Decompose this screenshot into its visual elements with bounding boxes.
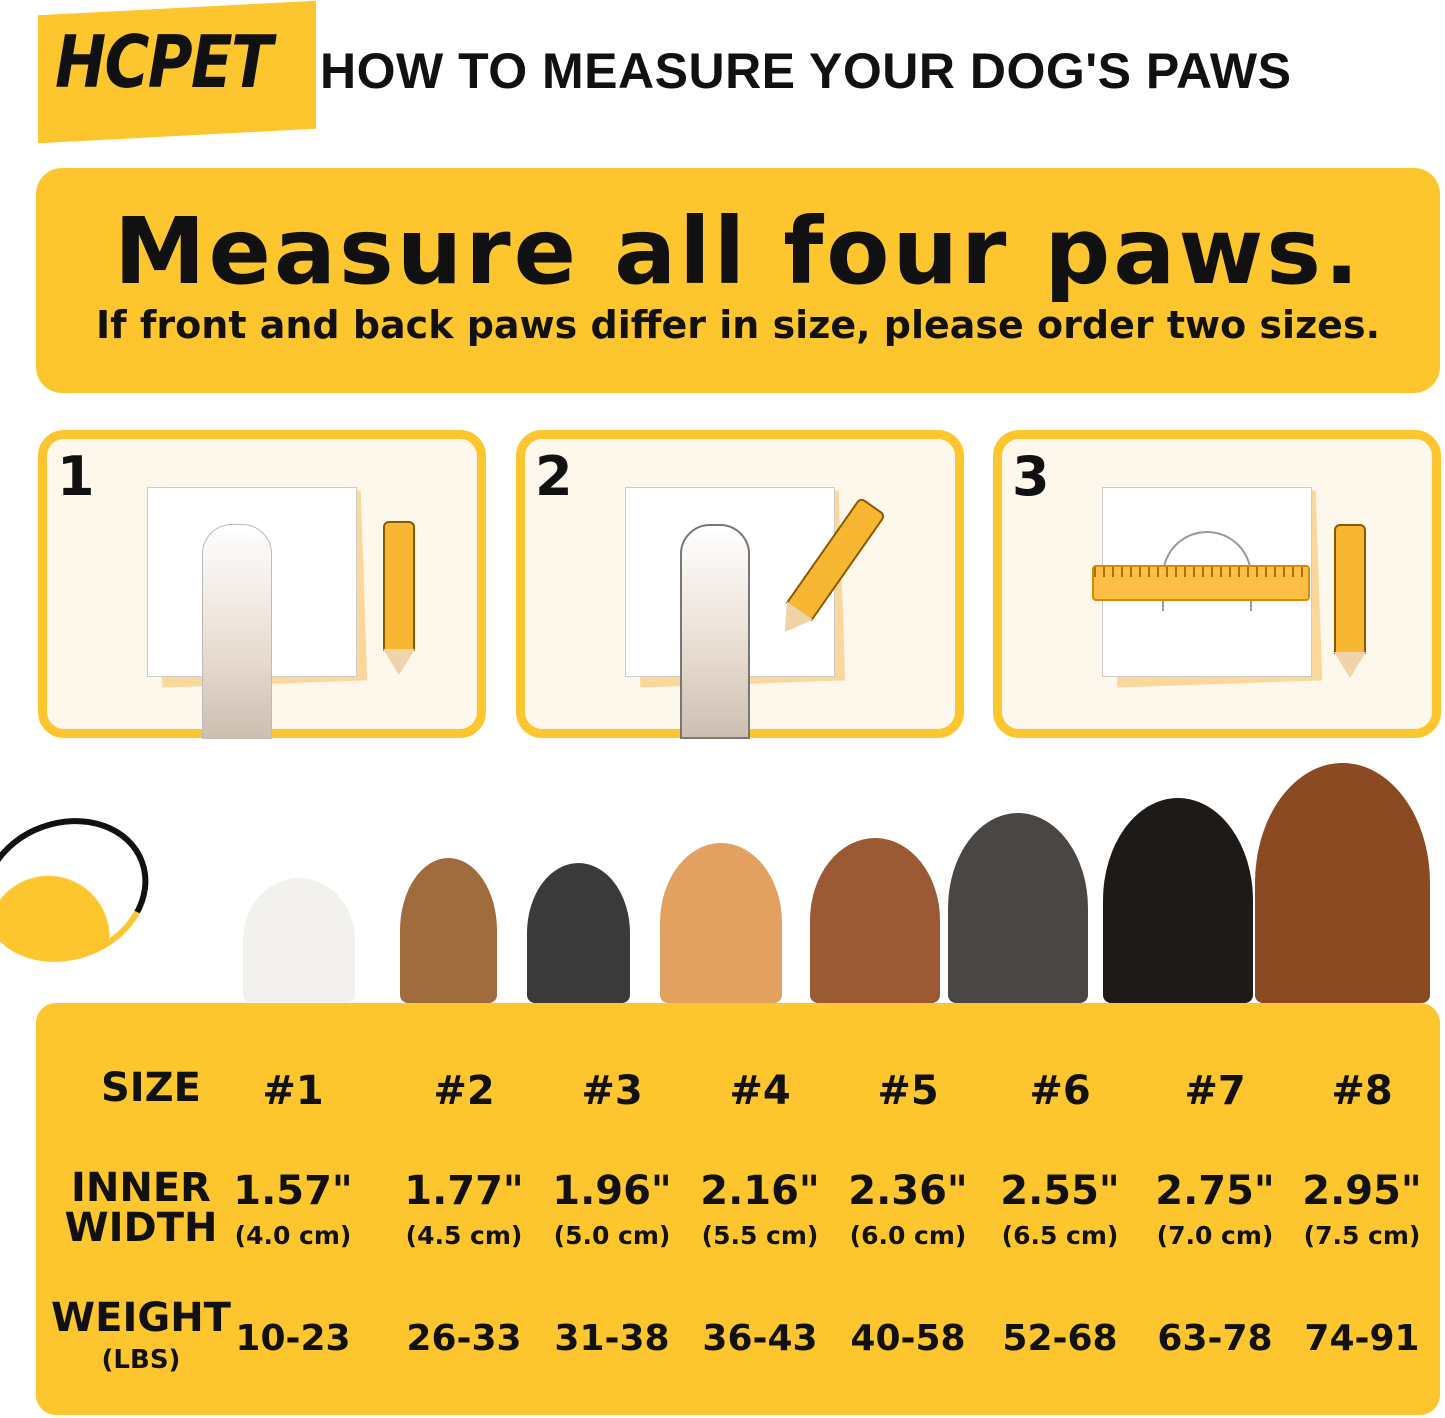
dog-rottweiler: [1103, 798, 1253, 1003]
dog-shiba: [660, 843, 782, 1003]
dog-paw-icon: [680, 524, 750, 739]
page-title: HOW TO MEASURE YOUR DOG'S PAWS: [320, 43, 1292, 99]
cell-sizes: #4: [729, 1068, 791, 1114]
step-3-panel: 3: [993, 430, 1441, 738]
weight-label: WEIGHT: [51, 1295, 231, 1341]
step-1-panel: 1: [38, 430, 486, 739]
cell-weight: 63-78: [1157, 1318, 1273, 1359]
cell-weight: 26-33: [406, 1318, 522, 1359]
dog-husky: [948, 813, 1088, 1003]
dog-yorkie: [400, 858, 497, 1003]
size-label: SIZE: [100, 1065, 202, 1111]
cell-width-cm: (7.5 cm): [1303, 1221, 1421, 1250]
cell-width-in: 2.36": [848, 1168, 968, 1214]
step-number: 1: [57, 445, 95, 508]
brand-logo: HCPET: [55, 20, 273, 104]
weight-unit: (LBS): [101, 1345, 181, 1375]
cell-sizes: #3: [581, 1068, 643, 1114]
cell-weight: 52-68: [1002, 1318, 1118, 1359]
cell-sizes: #1: [262, 1068, 324, 1114]
width-label-2: WIDTH: [64, 1205, 218, 1251]
cell-weight: 36-43: [702, 1318, 818, 1359]
instruction-banner: Measure all four paws. If front and back…: [36, 168, 1440, 393]
cell-width-in: 2.95": [1302, 1168, 1422, 1214]
step-number: 2: [535, 445, 573, 508]
pencil-icon: [1334, 524, 1366, 678]
cell-sizes: #8: [1331, 1068, 1393, 1114]
cell-width-cm: (6.5 cm): [1001, 1221, 1119, 1250]
cell-width-cm: (6.0 cm): [849, 1221, 967, 1250]
cell-sizes: #5: [877, 1068, 939, 1114]
decorative-swoosh-icon: [0, 795, 169, 985]
cell-width-cm: (5.0 cm): [553, 1221, 671, 1250]
cell-width-in: 1.96": [552, 1168, 672, 1214]
cell-width-cm: (5.5 cm): [701, 1221, 819, 1250]
step-number: 3: [1012, 445, 1050, 508]
cell-sizes: #2: [433, 1068, 495, 1114]
cell-weight: 10-23: [235, 1318, 351, 1359]
cell-width-in: 2.16": [700, 1168, 820, 1214]
cell-weight: 31-38: [554, 1318, 670, 1359]
cell-width-cm: (4.5 cm): [405, 1221, 523, 1250]
cell-width-cm: (4.0 cm): [234, 1221, 352, 1250]
ruler-icon: [1092, 565, 1310, 601]
dog-schnauzer: [527, 863, 630, 1003]
cell-sizes: #6: [1029, 1068, 1091, 1114]
cell-width-in: 1.57": [233, 1168, 353, 1214]
cell-width-in: 2.75": [1155, 1168, 1275, 1214]
subline: If front and back paws differ in size, p…: [95, 303, 1381, 347]
cell-width-in: 2.55": [1000, 1168, 1120, 1214]
cell-weight: 74-91: [1304, 1318, 1420, 1359]
cell-width-cm: (7.0 cm): [1156, 1221, 1274, 1250]
headline: Measure all four paws.: [113, 198, 1363, 305]
width-label-1: INNER: [71, 1165, 211, 1211]
dog-saint-bernard: [1255, 763, 1430, 1003]
cell-weight: 40-58: [850, 1318, 966, 1359]
cell-sizes: #7: [1184, 1068, 1246, 1114]
step-2-panel: 2: [516, 430, 964, 739]
dog-paw-icon: [202, 524, 272, 739]
cell-width-in: 1.77": [404, 1168, 524, 1214]
pencil-icon: [383, 521, 415, 675]
dog-bichon: [243, 878, 355, 1003]
dog-aussie: [810, 838, 940, 1003]
size-chart: SIZE INNER WIDTH WEIGHT (LBS) #1 #2 #3 #4 #5…: [36, 1003, 1440, 1415]
